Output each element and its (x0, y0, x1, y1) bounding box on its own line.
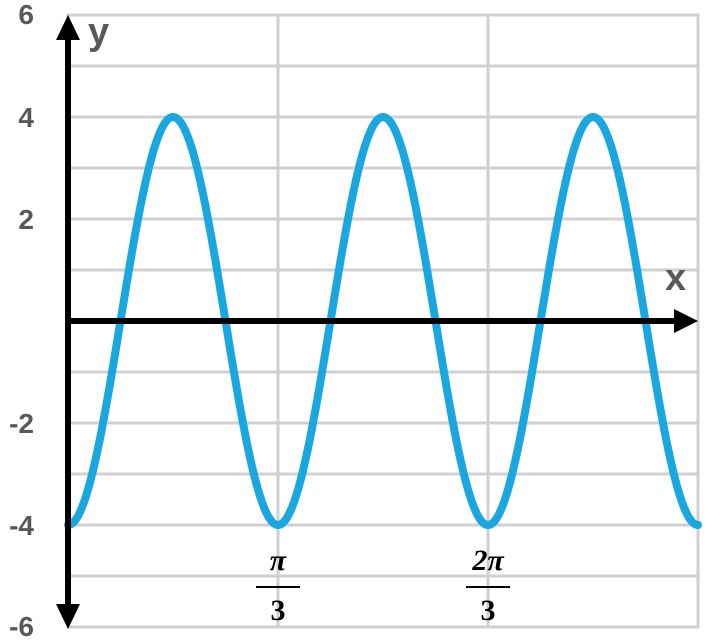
y-tick-label: -2 (9, 408, 34, 439)
y-axis-arrow-up-icon (56, 15, 80, 40)
y-tick-labels: 6 4 2 -2 -4 -6 (9, 0, 34, 642)
y-tick-label: 4 (18, 102, 34, 133)
y-tick-label: 6 (18, 0, 34, 30)
x-tick-numerator: 2π (471, 544, 504, 577)
axes (56, 15, 698, 629)
x-axis-arrow-icon (674, 309, 698, 333)
x-tick-label: 2π 3 (466, 544, 511, 627)
y-tick-label: 2 (18, 204, 34, 235)
x-tick-label: π3 (255, 544, 300, 627)
series-curve (64, 113, 702, 529)
y-axis-label: y (88, 11, 109, 53)
x-tick-numerator: π (270, 544, 287, 577)
y-tick-label: -6 (9, 611, 34, 642)
y-axis-arrow-down-icon (56, 604, 80, 629)
x-axis-label: x (665, 257, 686, 299)
y-tick-label: -4 (9, 510, 34, 541)
x-tick-denominator: 3 (270, 594, 285, 627)
x-tick-denominator: 3 (481, 594, 496, 627)
